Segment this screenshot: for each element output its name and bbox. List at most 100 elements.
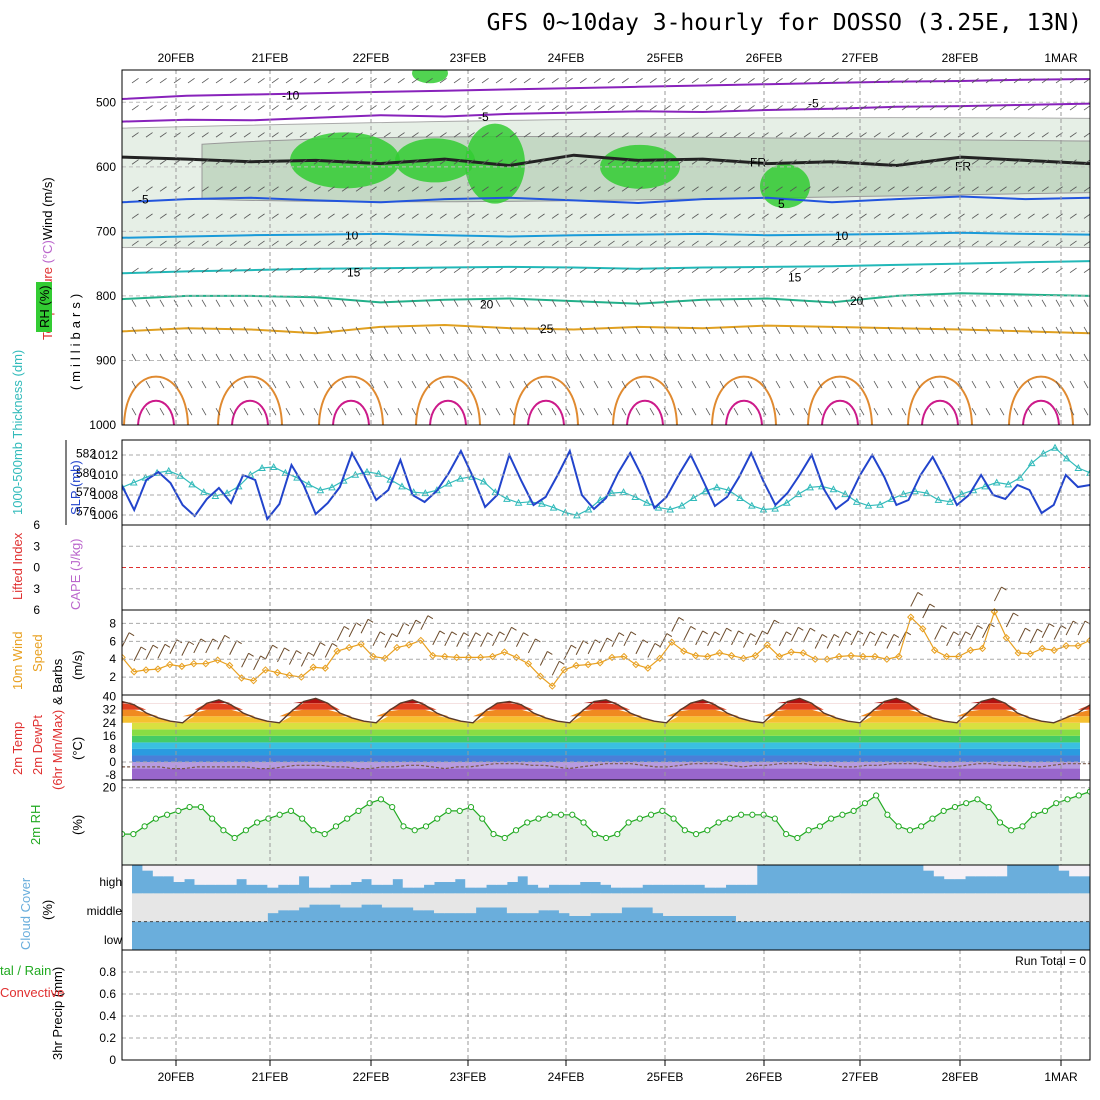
wind-barb [1027,186,1035,192]
wind-barb [285,240,293,246]
wind-barb [453,240,461,246]
temp-plot [122,697,1090,780]
slp-ytick-3: 1006 [91,508,118,522]
surface-contour-inner-1 [231,399,269,426]
wind-barb [719,186,727,192]
rh-area [122,791,1090,865]
li-ytick-2: 0 [33,561,40,575]
rh-point-40 [569,811,576,818]
wind10-barb-feather-1 [140,646,147,651]
wind-speed-point-71 [966,646,975,654]
wind-speed-point-16 [309,663,317,671]
wind-barb [887,105,895,111]
wind-barb [705,408,711,416]
wind10-barb-12 [265,644,273,660]
cloud-clear-1-34 [486,893,497,908]
wind-barb [159,105,167,111]
wind-barb [831,186,839,192]
wind-barb [271,213,279,219]
cloud-clear-0-7 [204,865,216,885]
rh-point-12 [254,819,261,826]
wind-barb [775,159,783,165]
cloud-clear-0-49 [642,865,654,885]
wind-barb [257,105,265,111]
wind-barb [789,380,795,389]
wind-barb [873,132,881,138]
precip-label-3: Convective [0,985,64,1000]
wind-barb [705,299,711,307]
wind-barb [705,159,713,165]
wind-barb [131,186,139,192]
wind-barb [1055,186,1063,192]
rh-point-74 [951,803,959,811]
wind10-barb-41 [611,632,620,647]
cloud-clear-0-81 [975,865,987,877]
wind-barb [817,159,825,165]
rh-point-83 [1053,800,1060,807]
wind-barb [607,408,613,416]
wind-barb [1041,105,1049,111]
wind-barb [1041,299,1047,307]
wind-barb [313,132,321,138]
wind10-barb-feather-77 [1048,623,1055,628]
wind-barb [761,267,769,274]
wind-barb [313,159,321,165]
precip-frame [121,949,1091,1061]
wind10-barb-47 [683,626,692,641]
rh-point-23 [377,796,385,803]
wind-barb [887,326,893,335]
wind10-barb-feather-42 [630,631,637,636]
rh-point-17 [310,827,317,834]
wind10-barb-54 [766,619,775,635]
wind-barb [411,213,419,219]
wind-barb [173,105,181,111]
wind-barb [733,186,741,192]
wind-barb [747,213,755,219]
rh-point-54 [726,815,733,822]
wind10-barb-37 [563,644,572,660]
rh-point-66 [861,800,869,807]
wind-barb [397,186,405,192]
wind-barb [131,408,137,416]
rh-point-19 [332,823,340,830]
wind-barb [509,240,517,246]
isotherm-7 [122,323,1090,335]
wind-barb [817,77,825,84]
wind-barb [299,299,305,307]
wind-barb [649,105,657,111]
wind-speed-point-34 [524,659,533,668]
wind-barb [971,353,977,362]
wind10-barb-44 [647,643,656,658]
wind-barb [873,159,881,165]
wind-barb [1083,159,1090,165]
wind-barb [397,213,405,219]
wind-barb [467,353,473,362]
wind-barb [719,213,727,219]
wind10-barb-29 [468,632,477,647]
wind-barb [859,267,867,274]
wind-barb [257,353,263,362]
wind-barb [635,213,643,219]
wind10-barb-feather-47 [690,625,696,630]
wind-barb [439,353,445,362]
upper-ytick-4: 900 [96,353,116,367]
wind10-barb-79 [1065,620,1074,636]
rh-point-55 [738,811,745,818]
wind-barb [845,353,851,362]
wind-barb [271,267,279,274]
wind-barb [761,132,769,138]
wind-barb [691,213,699,219]
rh-point-1 [130,830,137,838]
wind-barb [481,353,487,362]
wind-barb [817,408,823,416]
rh-point-18 [321,830,328,838]
cloud-clear-0-83 [996,865,1008,877]
wind-barb [957,132,965,138]
surface-contour-inner-8 [921,399,959,426]
contour-label-7: 10 [345,229,359,243]
wind-barb [243,213,251,219]
wind-barb [1041,132,1049,138]
wind10-barb-feather-35 [547,651,553,655]
wind10-barb-42 [623,631,632,647]
wind10-barb-31 [492,631,500,647]
